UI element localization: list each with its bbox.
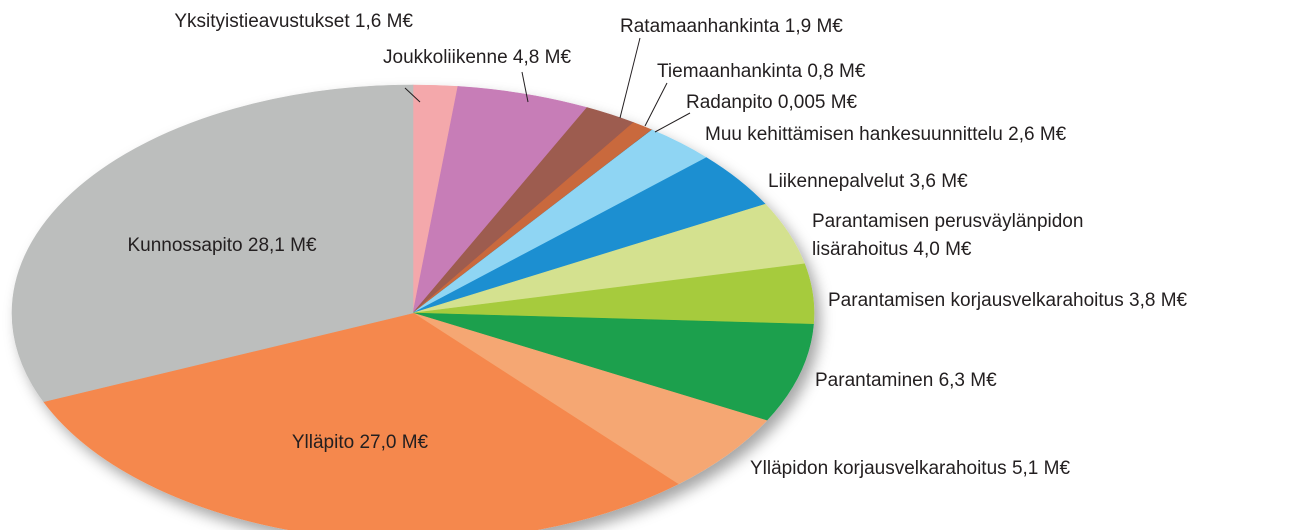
value-label: 2,6 M€	[1008, 124, 1067, 145]
slice-label: Parantamisen perusväylänpidon lisärahoit…	[812, 208, 1172, 264]
value-label: 27,0 M€	[359, 432, 429, 453]
category-label: Kunnossapito	[127, 235, 243, 256]
value-label: 0,005 M€	[777, 92, 858, 113]
slice-label: Kunnossapito 28,1 M€	[127, 232, 316, 260]
slice-label: Joukkoliikenne 4,8 M€	[383, 44, 571, 72]
value-label: 1,6 M€	[354, 11, 413, 32]
value-label: 0,8 M€	[807, 61, 866, 82]
slice-label: Ylläpito 27,0 M€	[292, 429, 428, 457]
slice	[412, 86, 588, 315]
slice-label: Tiemaanhankinta 0,8 M€	[657, 58, 865, 86]
value-label: 5,1 M€	[1011, 458, 1071, 479]
leader-line	[619, 37, 641, 119]
category-label: Muu kehittämisen hankesuunnittelu	[705, 124, 1003, 145]
slices	[11, 84, 815, 530]
slice-label: Ratamaanhankinta 1,9 M€	[620, 13, 843, 41]
category-label: Parantaminen	[815, 370, 934, 391]
value-label: 3,8 M€	[1129, 290, 1188, 311]
category-label: Ylläpidon korjausvelkarahoitus	[750, 458, 1007, 479]
slice	[43, 312, 679, 530]
category-label: Ylläpito	[291, 432, 355, 453]
leader-line	[521, 71, 529, 103]
leaders	[404, 37, 691, 133]
slice-label: Yksityistieavustukset 1,6 M€	[174, 8, 413, 36]
category-label: Yksityistieavustukset	[174, 11, 350, 32]
category-label: Radanpito	[686, 92, 773, 113]
category-label: Joukkoliikenne	[383, 47, 508, 68]
slice	[412, 312, 814, 421]
value-label: 4,8 M€	[512, 47, 572, 68]
category-label: Parantamisen perusväylänpidon lisärahoit…	[812, 211, 1084, 260]
slice	[412, 312, 768, 485]
slice-label: Ylläpidon korjausvelkarahoitus 5,1 M€	[750, 455, 1070, 483]
category-label: Tiemaanhankinta	[657, 61, 803, 82]
value-label: 28,1 M€	[247, 235, 317, 256]
value-label: 3,6 M€	[909, 171, 968, 192]
category-label: Ratamaanhankinta	[620, 16, 780, 37]
category-label: Parantamisen korjausvelkarahoitus	[828, 290, 1124, 311]
value-label: 1,9 M€	[784, 16, 843, 37]
value-label: 6,3 M€	[938, 370, 997, 391]
category-label: Liikennepalvelut	[768, 171, 905, 192]
leader-line	[654, 112, 691, 133]
slice-label: Liikennepalvelut 3,6 M€	[768, 168, 968, 196]
slice-label: Parantaminen 6,3 M€	[815, 367, 997, 395]
leader-line	[404, 87, 421, 103]
slice	[11, 84, 414, 403]
slice-label: Radanpito 0,005 M€	[686, 89, 857, 117]
leader-line	[644, 82, 668, 127]
slice-label: Parantamisen korjausvelkarahoitus 3,8 M€	[828, 287, 1187, 315]
slice-label: Muu kehittämisen hankesuunnittelu 2,6 M€	[705, 121, 1066, 149]
value-label: 4,0 M€	[913, 239, 972, 260]
